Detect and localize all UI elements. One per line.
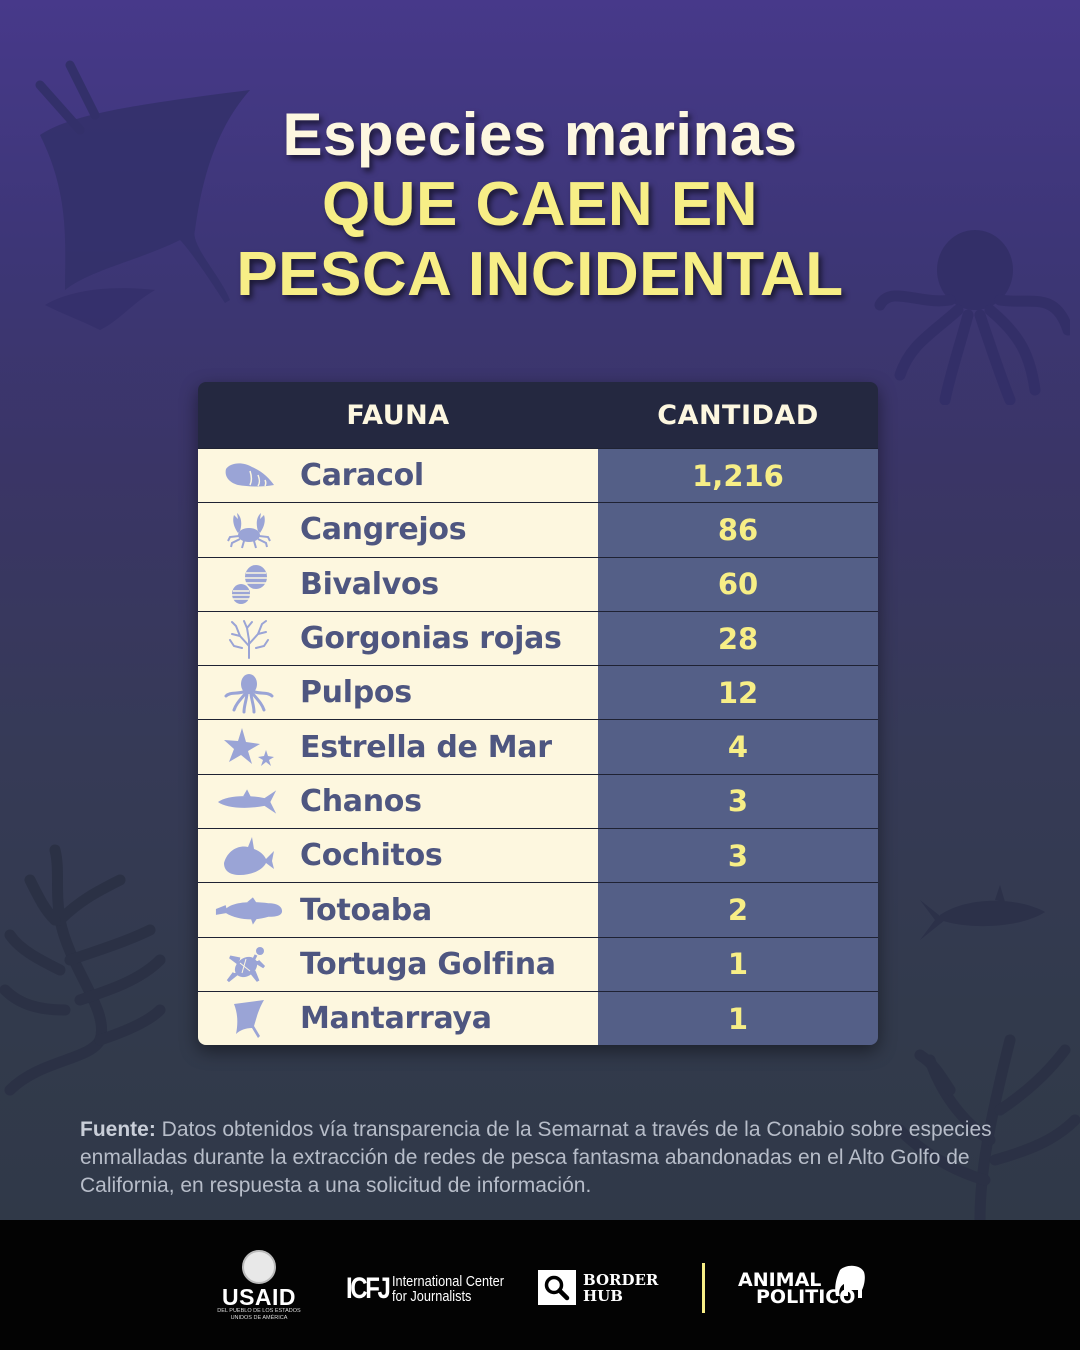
border-hub-text: BORDER HUB <box>583 1272 658 1304</box>
fauna-name: Estrella de Mar <box>300 729 552 765</box>
cantidad-value: 3 <box>598 774 878 829</box>
fauna-cell: Gorgonias rojas <box>198 611 598 666</box>
fauna-cell: Caracol <box>198 449 598 503</box>
fauna-name: Chanos <box>300 783 422 819</box>
page-title: Especies marinas QUE CAEN EN PESCA INCID… <box>0 100 1080 310</box>
cantidad-value: 1 <box>598 991 878 1046</box>
cantidad-value: 28 <box>598 611 878 666</box>
source-text: Datos obtenidos vía transparencia de la … <box>80 1118 992 1197</box>
table-row: Tortuga Golfina 1 <box>198 936 878 991</box>
elephant-icon <box>835 1265 865 1298</box>
icfj-line-2: for Journalists <box>392 1288 472 1305</box>
table-row: Mantarraya 1 <box>198 990 878 1046</box>
icfj-logo: ICFJ International Center for Journalist… <box>346 1272 524 1306</box>
icfj-line-1: International Center <box>392 1273 504 1290</box>
cantidad-value: 12 <box>598 666 878 720</box>
cantidad-value: 1 <box>598 937 878 991</box>
totoaba-fish-icon <box>198 883 300 936</box>
fauna-cell: Totoaba <box>198 883 598 937</box>
table-row: Pulpos 12 <box>198 665 878 720</box>
table-row: Totoaba 2 <box>198 882 878 937</box>
cantidad-value: 86 <box>598 503 878 557</box>
fauna-name: Cochitos <box>300 838 443 874</box>
table-row: Caracol 1,216 <box>198 448 878 503</box>
table-header: FAUNA CANTIDAD <box>198 382 878 448</box>
title-line-3: PESCA INCIDENTAL <box>236 240 844 309</box>
sea-turtle-icon <box>198 938 300 991</box>
fauna-name: Gorgonias rojas <box>300 621 562 657</box>
cantidad-value: 4 <box>598 720 878 774</box>
source-note: Fuente: Datos obtenidos vía transparenci… <box>80 1116 1000 1200</box>
usaid-name: USAID <box>221 1284 297 1310</box>
title-line-1: Especies marinas <box>282 101 798 168</box>
manta-ray-icon <box>198 992 300 1045</box>
title-line-2: QUE CAEN EN <box>321 170 759 239</box>
milkfish-icon <box>198 775 300 828</box>
table-row: Cochitos 3 <box>198 828 878 883</box>
fauna-name: Tortuga Golfina <box>300 946 556 982</box>
animal-politico-line-1: ANIMAL <box>738 1269 822 1291</box>
fauna-name: Cangrejos <box>300 512 467 548</box>
fauna-name: Pulpos <box>300 675 412 711</box>
fauna-cell: Mantarraya <box>198 991 598 1046</box>
fish-silhouette-icon <box>920 885 1045 940</box>
usaid-seal-icon <box>242 1250 276 1284</box>
coral-icon <box>198 612 300 665</box>
cantidad-value: 3 <box>598 829 878 883</box>
footer-logos: USAID DEL PUEBLO DE LOS ESTADOS UNIDOS D… <box>0 1220 1080 1350</box>
fauna-cell: Estrella de Mar <box>198 720 598 774</box>
table-row: Estrella de Mar 4 <box>198 719 878 774</box>
magnifier-icon <box>538 1270 576 1305</box>
header-fauna: FAUNA <box>346 399 450 431</box>
table-row: Cangrejos 86 <box>198 502 878 557</box>
fauna-cell: Tortuga Golfina <box>198 937 598 991</box>
table-row: Gorgonias rojas 28 <box>198 610 878 666</box>
cantidad-value: 60 <box>598 557 878 611</box>
icfj-text: International Center for Journalists <box>392 1274 504 1304</box>
crab-icon <box>198 503 300 556</box>
cantidad-value: 2 <box>598 883 878 937</box>
animal-politico-line-2: POLITICO <box>756 1286 856 1308</box>
fauna-name: Bivalvos <box>300 566 439 602</box>
animal-politico-logo: ANIMAL POLITICO <box>738 1265 865 1308</box>
usaid-sub-1: DEL PUEBLO DE LOS ESTADOS <box>217 1308 301 1314</box>
octopus-icon <box>198 666 300 719</box>
icfj-mark: ICFJ <box>346 1272 391 1305</box>
fauna-cell: Chanos <box>198 774 598 829</box>
fauna-name: Totoaba <box>300 892 432 928</box>
snail-shell-icon <box>198 449 300 502</box>
fauna-name: Mantarraya <box>300 1001 492 1037</box>
fauna-cell: Cangrejos <box>198 503 598 557</box>
usaid-logo: USAID DEL PUEBLO DE LOS ESTADOS UNIDOS D… <box>214 1250 304 1322</box>
cantidad-value: 1,216 <box>598 449 878 503</box>
fauna-cell: Bivalvos <box>198 557 598 611</box>
border-hub-logo: BORDER HUB <box>538 1270 658 1305</box>
fauna-name: Caracol <box>300 458 424 494</box>
usaid-sub-2: UNIDOS DE AMÉRICA <box>230 1315 288 1321</box>
fauna-cell: Cochitos <box>198 829 598 883</box>
source-label: Fuente: <box>80 1118 156 1141</box>
logo-divider <box>702 1263 705 1313</box>
table-row: Bivalvos 60 <box>198 556 878 611</box>
bycatch-table: FAUNA CANTIDAD Caracol 1,216 Cangrejos 8… <box>198 382 878 1046</box>
border-hub-line-1: BORDER <box>583 1270 659 1289</box>
header-cantidad: CANTIDAD <box>657 399 819 431</box>
coral-left-silhouette-icon <box>0 844 166 1096</box>
triggerfish-icon <box>198 829 300 882</box>
table-row: Chanos 3 <box>198 773 878 829</box>
fauna-cell: Pulpos <box>198 666 598 720</box>
border-hub-line-2: HUB <box>583 1286 623 1305</box>
bivalve-shells-icon <box>198 558 300 611</box>
starfish-icon <box>198 720 300 773</box>
